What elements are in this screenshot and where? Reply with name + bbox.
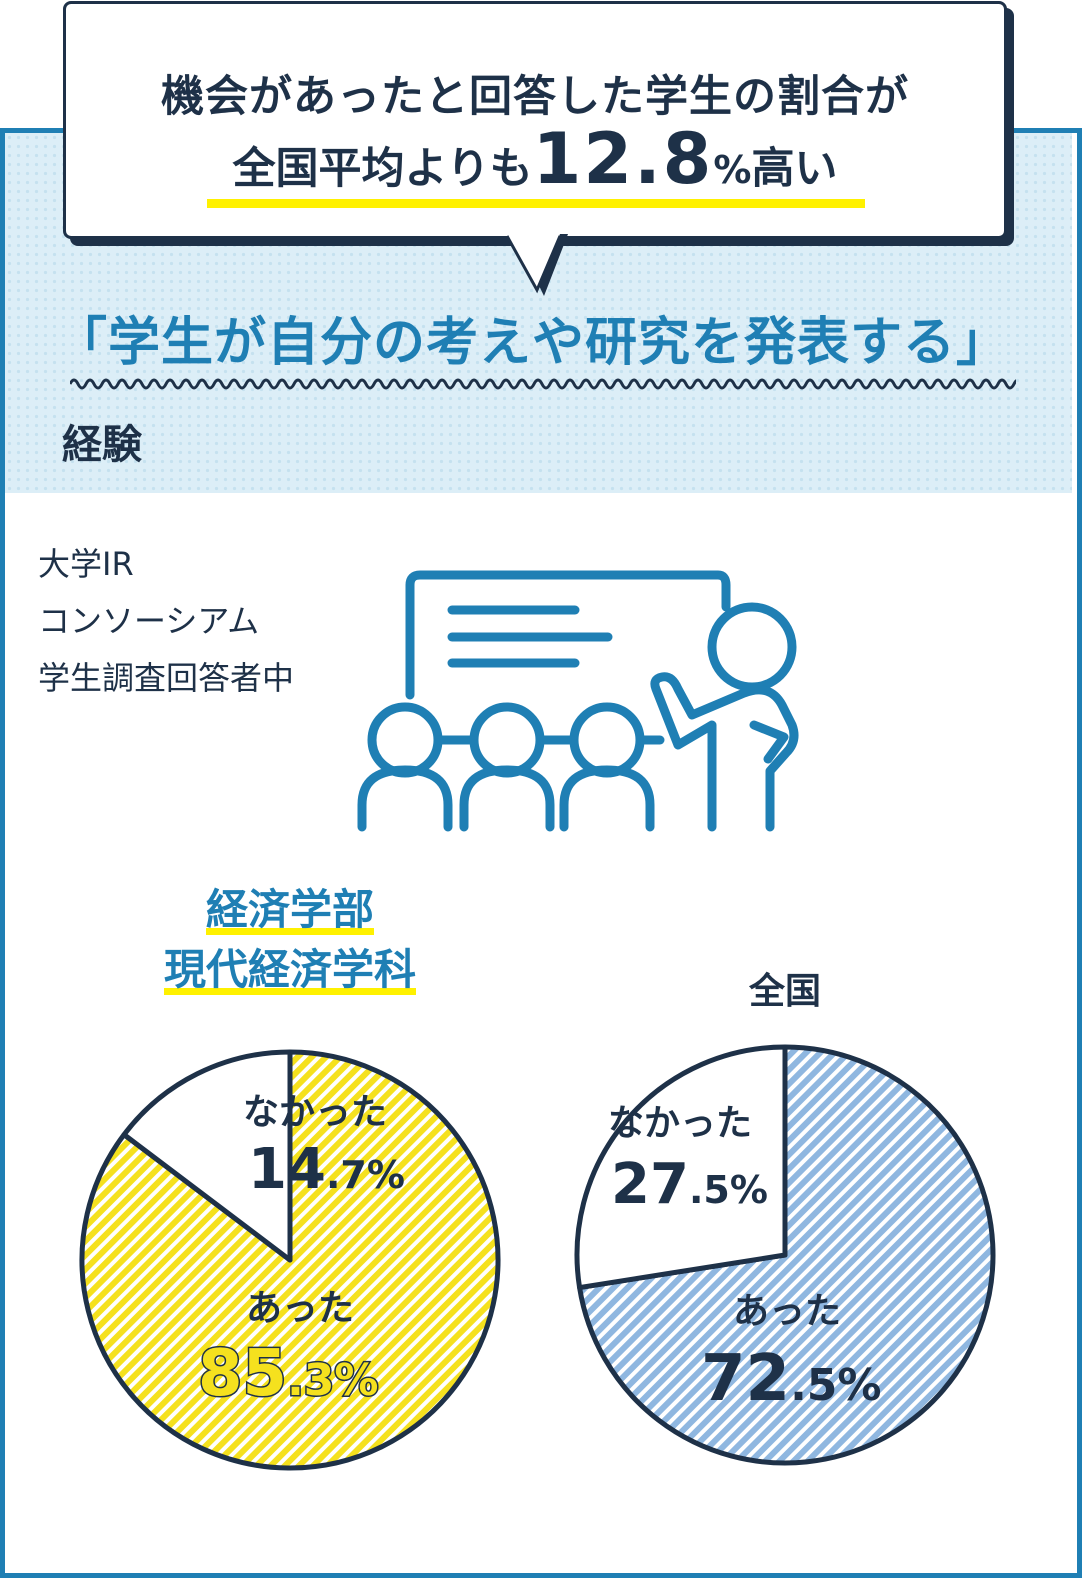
callout-tail [505,234,568,296]
faculty-slice-nakatta [121,1049,293,1263]
callout-value: 12.8 [532,118,714,200]
faculty-value-atta: 85.3% [198,1337,379,1411]
callout-line1: 機会があったと回答した学生の割合が [161,72,909,122]
faculty-title-line1: 経済学部 [205,885,374,935]
faculty-title-line2: 現代経済学科 [163,945,416,995]
callout-prefix: 全国平均よりも [232,144,533,194]
callout-highlight-bar [207,199,865,208]
national-chart-title: 全国 [748,971,821,1012]
national-label-nakatta: なかった [608,1103,752,1144]
national-label-atta: あった [733,1291,841,1332]
national-value-nakatta: 27.5% [611,1152,768,1217]
callout-line2: 全国平均よりも12.8%高い [63,118,1007,200]
faculty-label-atta: あった [246,1288,354,1329]
faculty-chart-title: 経済学部 現代経済学科 [120,880,460,1000]
faculty-slice-atta [79,1049,501,1471]
source-note: 大学IR コンソーシアム 学生調査回答者中 [38,545,295,697]
faculty-pie-chart: なかった 14.7% あった 85.3% [79,1049,501,1471]
topic-title: 「学生が自分の考えや研究を発表する」 [55,313,1010,373]
national-slice-nakatta [574,1044,788,1291]
national-value-atta: 72.5% [701,1342,882,1416]
callout-unit: % [713,148,752,192]
topic-subtitle: 経験 [62,422,142,468]
presentation-icon [357,570,799,832]
national-pie-chart: なかった 27.5% あった 72.5% [574,1044,996,1466]
wavy-underline [70,378,1016,390]
faculty-label-nakatta: なかった [243,1092,387,1133]
callout-suffix: 高い [751,144,838,194]
faculty-value-nakatta: 14.7% [248,1137,405,1202]
